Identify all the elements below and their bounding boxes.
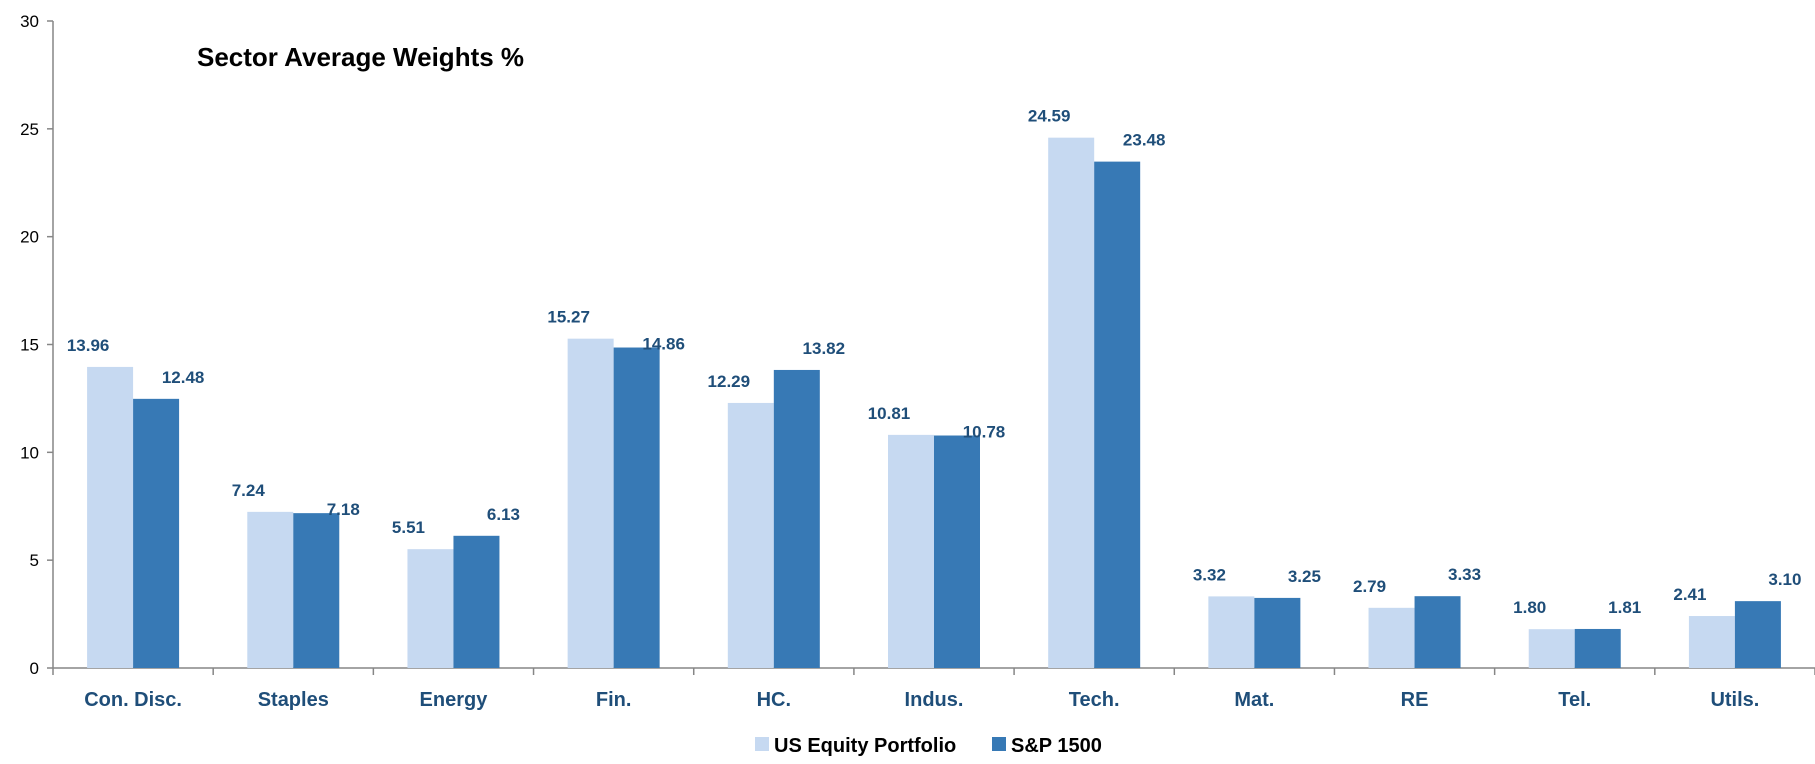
- data-label-us-equity-portfolio: 24.59: [1028, 107, 1071, 126]
- bar-sp-1500: [773, 369, 820, 668]
- x-tick-label: HC.: [757, 689, 791, 711]
- bar-us-equity-portfolio: [888, 434, 934, 668]
- data-label-sp-1500: 6.13: [487, 505, 520, 524]
- data-label-us-equity-portfolio: 7.24: [232, 481, 266, 500]
- data-label-sp-1500: 13.82: [803, 339, 846, 358]
- bar-us-equity-portfolio: [1048, 137, 1095, 668]
- legend-swatch: [992, 737, 1006, 751]
- data-label-us-equity-portfolio: 2.79: [1353, 577, 1386, 596]
- bar-us-equity-portfolio: [87, 366, 134, 668]
- x-tick-label: RE: [1401, 689, 1429, 711]
- data-label-sp-1500: 23.48: [1123, 131, 1166, 150]
- bar-sp-1500: [1094, 161, 1141, 668]
- data-label-us-equity-portfolio: 15.27: [547, 308, 590, 327]
- bars: [87, 137, 1781, 668]
- data-label-sp-1500: 10.78: [963, 423, 1006, 442]
- x-tick-label: Mat.: [1234, 689, 1274, 711]
- data-labels: 13.96 12.48 7.24 7.18 5.51 6.13 15.27 14.86 12.2…: [67, 107, 1802, 618]
- x-tick-label: Con. Disc.: [84, 689, 182, 711]
- data-label-us-equity-portfolio: 3.32: [1193, 565, 1226, 584]
- y-tick-label: 5: [30, 551, 39, 570]
- bar-sp-1500: [453, 535, 500, 668]
- data-label-sp-1500: 3.10: [1768, 570, 1801, 589]
- bar-us-equity-portfolio: [1208, 596, 1255, 668]
- bar-us-equity-portfolio: [247, 511, 294, 668]
- bar-sp-1500: [934, 435, 980, 668]
- bar-sp-1500: [1734, 601, 1781, 668]
- x-tick-label: Energy: [420, 689, 489, 711]
- data-label-sp-1500: 7.18: [327, 500, 360, 519]
- data-label-us-equity-portfolio: 5.51: [392, 518, 425, 537]
- legend-label: S&P 1500: [1011, 735, 1102, 757]
- bar-us-equity-portfolio: [1528, 629, 1575, 668]
- axes: 0 5 10 15 20 25 30 Con. Disc. Staples Energy Fin. H…: [20, 12, 1815, 711]
- data-label-us-equity-portfolio: 10.81: [868, 404, 911, 423]
- data-label-sp-1500: 12.48: [162, 368, 205, 387]
- bar-us-equity-portfolio: [407, 549, 454, 668]
- bar-us-equity-portfolio: [1688, 616, 1735, 668]
- data-label-sp-1500: 14.86: [642, 335, 685, 354]
- data-label-sp-1500: 3.25: [1288, 567, 1321, 586]
- y-tick-label: 0: [30, 659, 39, 678]
- x-tick-label: Tech.: [1069, 689, 1120, 711]
- bar-us-equity-portfolio: [727, 402, 774, 668]
- data-label-us-equity-portfolio: 13.96: [67, 336, 110, 355]
- bar-sp-1500: [613, 347, 660, 668]
- x-tick-label: Tel.: [1558, 689, 1591, 711]
- bar-sp-1500: [1574, 628, 1621, 668]
- legend-swatch: [755, 737, 769, 751]
- bar-us-equity-portfolio: [567, 338, 614, 668]
- bar-sp-1500: [293, 513, 340, 668]
- bar-sp-1500: [1254, 597, 1301, 668]
- x-tick-label: Indus.: [905, 689, 964, 711]
- y-tick-label: 30: [20, 12, 39, 31]
- bar-us-equity-portfolio: [1368, 607, 1415, 668]
- bar-sp-1500: [133, 398, 180, 668]
- data-label-us-equity-portfolio: 2.41: [1673, 585, 1706, 604]
- legend: US Equity Portfolio S&P 1500: [755, 735, 1102, 757]
- x-tick-label: Staples: [258, 689, 329, 711]
- legend-label: US Equity Portfolio: [774, 735, 956, 757]
- x-tick-label: Fin.: [596, 689, 632, 711]
- data-label-sp-1500: 3.33: [1448, 565, 1481, 584]
- chart-title: Sector Average Weights %: [197, 42, 524, 72]
- data-label-sp-1500: 1.81: [1608, 598, 1641, 617]
- data-label-us-equity-portfolio: 12.29: [708, 372, 751, 391]
- data-label-us-equity-portfolio: 1.80: [1513, 598, 1546, 617]
- y-tick-label: 25: [20, 120, 39, 139]
- y-tick-label: 20: [20, 228, 39, 247]
- y-tick-label: 15: [20, 336, 39, 355]
- bar-sp-1500: [1414, 596, 1461, 668]
- x-tick-label: Utils.: [1710, 689, 1759, 711]
- y-tick-label: 10: [20, 443, 39, 462]
